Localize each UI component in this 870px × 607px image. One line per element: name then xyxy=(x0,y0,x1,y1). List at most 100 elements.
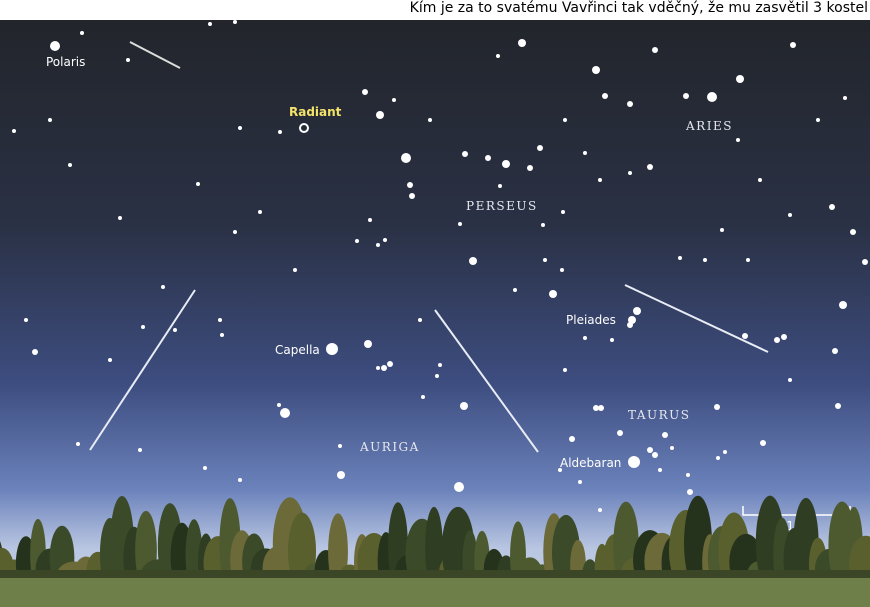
star xyxy=(687,489,693,495)
star xyxy=(498,184,502,188)
star xyxy=(376,243,380,247)
star xyxy=(647,447,653,453)
star xyxy=(543,258,547,262)
star xyxy=(598,405,604,411)
star xyxy=(816,118,820,122)
constellation-label: ARIES xyxy=(685,119,733,133)
star xyxy=(118,216,122,220)
star xyxy=(628,456,640,468)
star xyxy=(862,259,868,265)
caption: Kím je za to svatému Vavřinci tak vděčný… xyxy=(410,0,868,16)
star xyxy=(850,229,856,235)
star xyxy=(24,318,28,322)
star xyxy=(843,96,847,100)
star xyxy=(80,31,84,35)
star xyxy=(338,444,342,448)
star xyxy=(598,178,602,182)
star xyxy=(126,58,130,62)
star xyxy=(418,318,422,322)
star xyxy=(50,41,60,51)
star xyxy=(788,378,792,382)
star xyxy=(368,218,372,222)
star xyxy=(602,93,608,99)
star xyxy=(686,473,690,477)
star xyxy=(401,153,411,163)
star xyxy=(549,290,557,298)
star xyxy=(203,466,207,470)
star xyxy=(578,480,582,484)
star-label: Aldebaran xyxy=(560,456,621,470)
star xyxy=(278,130,282,134)
star xyxy=(758,178,762,182)
star xyxy=(610,338,614,342)
star xyxy=(513,288,517,292)
star xyxy=(458,222,462,226)
star xyxy=(454,482,464,492)
star xyxy=(835,403,841,409)
star xyxy=(381,365,387,371)
star xyxy=(647,164,653,170)
star xyxy=(781,334,787,340)
star xyxy=(683,93,689,99)
star xyxy=(220,333,224,337)
star xyxy=(238,478,242,482)
star xyxy=(196,182,200,186)
star xyxy=(12,129,16,133)
star xyxy=(518,39,526,47)
star xyxy=(326,343,338,355)
star-label: Pleiades xyxy=(566,313,616,327)
star xyxy=(839,301,847,309)
star xyxy=(355,239,359,243)
star xyxy=(527,165,533,171)
star xyxy=(720,228,724,232)
star xyxy=(161,285,165,289)
star xyxy=(652,47,658,53)
star xyxy=(736,75,744,83)
star xyxy=(376,111,384,119)
star xyxy=(662,432,668,438)
star xyxy=(460,402,468,410)
star xyxy=(76,442,80,446)
star xyxy=(280,408,290,418)
star xyxy=(238,126,242,130)
star xyxy=(714,404,720,410)
star xyxy=(633,307,641,315)
star xyxy=(469,257,477,265)
star xyxy=(438,363,442,367)
star xyxy=(703,258,707,262)
star xyxy=(387,361,393,367)
radiant-label: Radiant xyxy=(289,105,342,119)
star xyxy=(485,155,491,161)
star xyxy=(435,374,439,378)
star xyxy=(723,450,727,454)
constellation-label: TAURUS xyxy=(628,408,691,422)
star xyxy=(658,468,662,472)
star xyxy=(138,448,142,452)
star xyxy=(421,395,425,399)
star xyxy=(32,349,38,355)
star-chart: Kím je za to svatému Vavřinci tak vděčný… xyxy=(0,0,870,607)
star xyxy=(141,325,145,329)
page: Kím je za to svatému Vavřinci tak vděčný… xyxy=(0,0,870,607)
star xyxy=(428,118,432,122)
star xyxy=(670,446,674,450)
star xyxy=(627,322,633,328)
star xyxy=(502,160,510,168)
star xyxy=(598,508,602,512)
star xyxy=(790,42,796,48)
star xyxy=(736,138,740,142)
star xyxy=(788,213,792,217)
star xyxy=(716,456,720,460)
star xyxy=(48,118,52,122)
star xyxy=(560,268,564,272)
star xyxy=(383,238,387,242)
star xyxy=(583,336,587,340)
star xyxy=(277,403,281,407)
star xyxy=(392,98,396,102)
star xyxy=(108,358,112,362)
star xyxy=(627,101,633,107)
star xyxy=(218,318,222,322)
star xyxy=(258,210,262,214)
star xyxy=(376,366,380,370)
star xyxy=(569,436,575,442)
